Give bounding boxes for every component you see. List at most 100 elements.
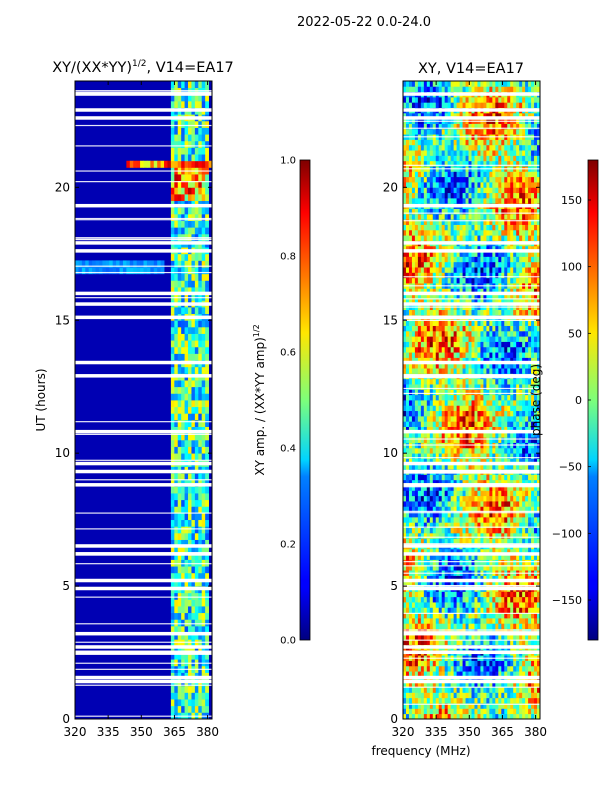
left-heatmap-cell (188, 140, 192, 148)
left-heatmap-cell (181, 346, 185, 354)
right-heatmap-cell (426, 405, 431, 412)
right-heatmap-cell (453, 288, 458, 295)
right-heatmap-cell (417, 463, 422, 470)
left-heatmap-cell (184, 473, 189, 481)
left-heatmap-cell (181, 699, 185, 707)
left-heatmap-cell (170, 353, 175, 361)
right-heatmap-cell (426, 463, 431, 470)
right-heatmap-cell (489, 447, 493, 454)
right-heatmap-cell (474, 580, 478, 587)
right-heatmap-cell (453, 713, 458, 719)
right-heatmap-cell (414, 405, 419, 412)
right-heatmap-cell (411, 293, 416, 300)
right-heatmap-cell (492, 463, 496, 470)
right-heatmap-cell (489, 548, 493, 555)
left-heatmap-cell (205, 645, 209, 653)
right-heatmap-cell (453, 309, 458, 316)
right-heatmap-cell (504, 495, 508, 502)
right-heatmap-cell (420, 580, 425, 587)
left-heatmap-cell (177, 532, 182, 540)
right-heatmap-cell (498, 463, 502, 470)
right-heatmap-cell (465, 501, 469, 507)
right-heatmap-cell (450, 490, 455, 497)
right-heatmap-cell (480, 623, 484, 630)
left-heatmap-cell (201, 532, 206, 540)
right-heatmap-cell (429, 352, 434, 358)
right-heatmap-cell (403, 511, 407, 518)
right-heatmap-cell (519, 692, 523, 699)
left-heatmap-cell (205, 187, 209, 195)
right-heatmap-cell (435, 511, 440, 518)
right-heatmap-cell (423, 681, 428, 688)
right-heatmap-cell (426, 687, 431, 693)
left-heatmap-cell (129, 160, 134, 168)
left-heatmap-cell (177, 406, 182, 414)
right-heatmap-cell (471, 703, 475, 709)
right-heatmap-cell (501, 346, 505, 353)
right-heatmap-cell (417, 368, 422, 374)
right-heatmap-cell (477, 612, 481, 619)
right-heatmap-cell (468, 426, 472, 433)
left-heatmap-cell (205, 486, 209, 494)
right-heatmap-cell (459, 479, 463, 486)
right-heatmap-cell (471, 591, 475, 598)
right-heatmap-cell (504, 378, 508, 385)
left-heatmap-cell (191, 393, 196, 401)
left-heatmap-cell (205, 193, 209, 202)
right-heatmap-cell (513, 336, 517, 342)
right-heatmap-cell (403, 479, 407, 486)
right-heatmap-cell (408, 522, 413, 528)
right-heatmap-cell (453, 506, 458, 513)
right-heatmap-cell (489, 516, 493, 523)
right-heatmap-cell (495, 697, 499, 704)
left-heatmap-cell (188, 353, 192, 361)
right-heatmap-cell (519, 330, 523, 337)
right-heatmap-cell (414, 384, 419, 390)
right-heatmap-cell (403, 607, 407, 614)
right-heatmap-cell (444, 336, 449, 342)
right-heatmap-cell (435, 516, 440, 523)
right-heatmap-cell (513, 665, 517, 672)
left-heatmap-cell (198, 486, 203, 494)
left-heatmap-cell (188, 320, 192, 328)
right-heatmap-cell (474, 415, 478, 422)
right-heatmap-cell (441, 394, 446, 401)
left-heatmap-cell (191, 413, 196, 421)
right-heatmap-cell (453, 564, 458, 571)
right-heatmap-cell (405, 671, 410, 677)
left-heatmap-cell (184, 94, 189, 102)
right-heatmap-cell (450, 453, 455, 459)
right-heatmap-cell (504, 681, 508, 688)
right-heatmap-cell (480, 681, 484, 688)
right-heatmap-cell (477, 368, 481, 374)
right-heatmap-cell (444, 681, 449, 688)
right-heatmap-cell (504, 596, 508, 603)
left-heatmap-cell (170, 546, 175, 554)
right-heatmap-cell (444, 352, 449, 358)
right-heatmap-cell (468, 346, 472, 353)
right-heatmap-cell (495, 346, 499, 353)
right-heatmap-cell (462, 639, 466, 645)
right-heatmap-cell (531, 320, 535, 326)
right-heatmap-cell (501, 490, 505, 497)
left-heatmap-cell (177, 486, 182, 494)
right-heatmap-cell (528, 564, 532, 571)
right-heatmap-cell (522, 320, 526, 326)
right-heatmap-cell (489, 341, 493, 348)
right-heatmap-cell (462, 362, 466, 369)
right-heatmap-cell (489, 596, 493, 603)
left-heatmap-cell (174, 140, 179, 148)
right-heatmap-cell (456, 293, 460, 300)
right-heatmap-cell (438, 293, 443, 300)
left-heatmap-cell (81, 260, 86, 268)
left-heatmap-cell (181, 213, 185, 221)
left-xtick-label: 380 (196, 725, 219, 739)
left-heatmap-cell (194, 174, 199, 182)
left-heatmap-cell (174, 606, 179, 614)
left-heatmap-cell (188, 572, 192, 580)
right-heatmap-cell (531, 341, 535, 348)
right-heatmap-cell (471, 516, 475, 523)
left-xtick-label: 350 (130, 725, 153, 739)
right-heatmap-cell (516, 623, 520, 630)
left-heatmap-cell (198, 400, 203, 408)
